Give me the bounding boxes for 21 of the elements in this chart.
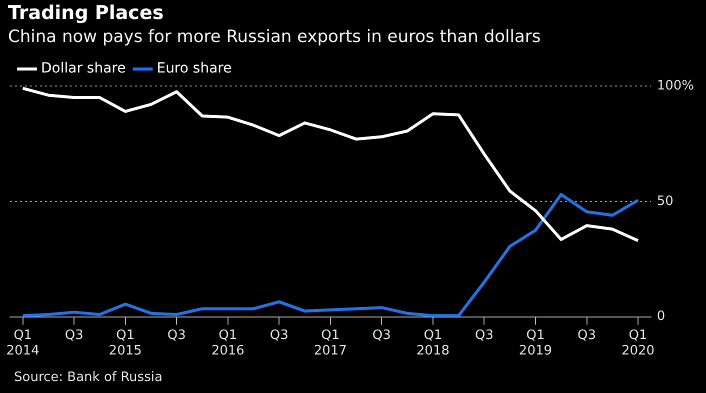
x-tick-label: Q3 <box>372 328 391 343</box>
x-tick-label: Q1 2017 <box>314 328 347 359</box>
x-tick-label: Q1 2016 <box>211 328 244 359</box>
legend-label: Dollar share <box>41 60 126 77</box>
y-tick-label: 50 <box>656 194 674 209</box>
x-tick-label: Q3 <box>64 328 84 343</box>
x-tick-label: Q1 2018 <box>416 328 450 359</box>
legend-label: Euro share <box>156 60 232 77</box>
y-tick-label: 0 <box>656 309 666 324</box>
x-tick-label: Q1 2019 <box>518 328 552 359</box>
x-tick-label: Q1 2020 <box>621 328 655 359</box>
x-tick-label: Q3 <box>474 328 494 343</box>
source-note: Source: Bank of Russia <box>14 370 162 385</box>
x-tick-label: Q3 <box>167 328 186 343</box>
x-tick-label: Q3 <box>270 328 288 343</box>
x-tick-label: Q1 2014 <box>6 328 40 359</box>
y-tick-label: 100% <box>656 78 694 94</box>
x-tick-label: Q1 2015 <box>108 328 142 359</box>
chart-title: Trading Places <box>8 2 164 24</box>
x-tick-label: Q3 <box>577 328 596 343</box>
chart-subtitle: China now pays for more Russian exports in euros than dollars <box>8 27 541 47</box>
